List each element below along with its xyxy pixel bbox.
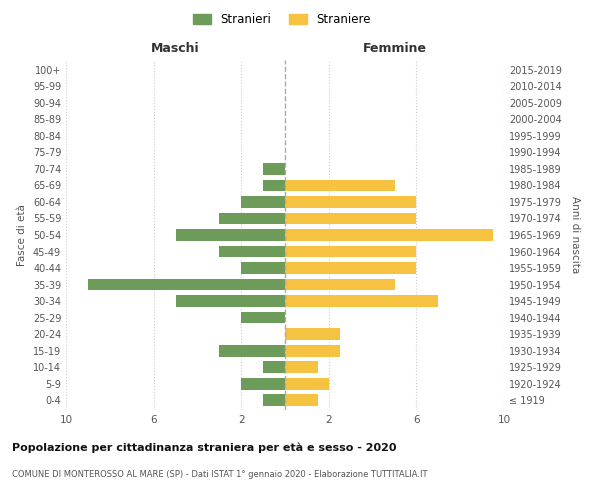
Y-axis label: Anni di nascita: Anni di nascita [570,196,580,274]
Bar [285,295,439,307]
Legend: Stranieri, Straniere: Stranieri, Straniere [188,8,376,31]
Text: Popolazione per cittadinanza straniera per età e sesso - 2020: Popolazione per cittadinanza straniera p… [12,442,397,453]
Text: COMUNE DI MONTEROSSO AL MARE (SP) - Dati ISTAT 1° gennaio 2020 - Elaborazione TU: COMUNE DI MONTEROSSO AL MARE (SP) - Dati… [12,470,427,479]
Y-axis label: Fasce di età: Fasce di età [17,204,27,266]
Bar [220,344,285,356]
Bar [285,361,318,373]
Bar [285,344,340,356]
Text: Femmine: Femmine [362,42,427,55]
Bar [285,394,318,406]
Bar [285,262,416,274]
Bar [88,278,285,290]
Bar [241,196,285,208]
Bar [263,180,285,192]
Bar [220,246,285,258]
Bar [241,262,285,274]
Bar [285,229,493,241]
Bar [285,212,416,224]
Bar [241,378,285,390]
Bar [285,180,395,192]
Bar [285,196,416,208]
Text: Maschi: Maschi [151,42,200,55]
Bar [263,361,285,373]
Bar [263,394,285,406]
Bar [175,295,285,307]
Bar [285,246,416,258]
Bar [285,278,395,290]
Bar [285,378,329,390]
Bar [263,163,285,175]
Bar [220,212,285,224]
Bar [241,312,285,324]
Bar [285,328,340,340]
Bar [175,229,285,241]
